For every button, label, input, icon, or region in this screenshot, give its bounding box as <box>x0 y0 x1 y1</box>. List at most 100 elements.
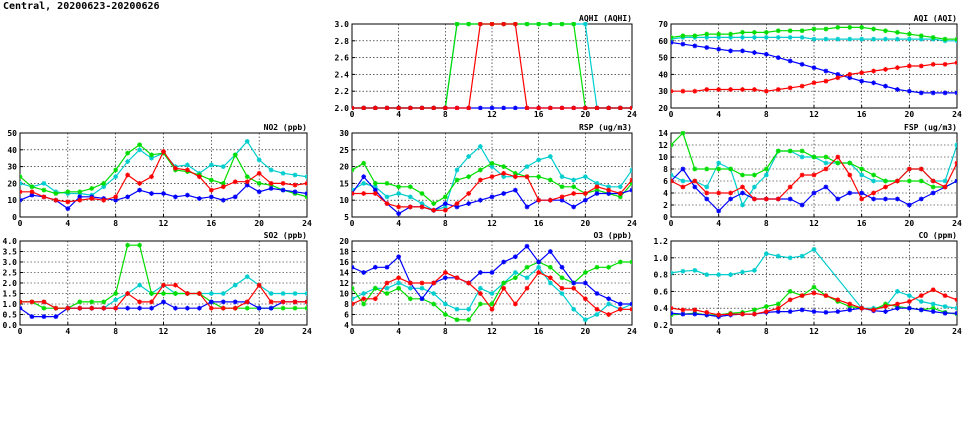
data-point-red <box>847 72 853 77</box>
data-point-green <box>895 30 900 35</box>
data-point-cyan <box>559 291 565 296</box>
x-tick-label: 0 <box>350 219 355 228</box>
data-point-red <box>161 282 166 288</box>
data-point-blue <box>442 201 448 206</box>
data-point-red <box>716 190 722 196</box>
data-point-red <box>185 167 190 173</box>
data-point-green <box>692 166 698 172</box>
data-point-cyan <box>671 172 674 178</box>
x-tick-label: 24 <box>302 219 312 228</box>
y-tick-label: 20 <box>7 179 17 188</box>
data-point-red <box>728 311 733 317</box>
x-tick-label: 16 <box>534 327 544 336</box>
data-point-green <box>930 35 936 40</box>
data-point-cyan <box>536 157 542 163</box>
y-tick-label: 5 <box>344 213 349 222</box>
data-point-green <box>407 296 413 302</box>
x-tick-label: 8 <box>443 219 448 228</box>
data-point-blue <box>859 78 865 84</box>
data-point-blue <box>895 305 900 311</box>
data-point-red <box>431 207 437 213</box>
data-point-blue <box>582 280 588 286</box>
data-point-blue <box>775 309 781 314</box>
x-tick-label: 20 <box>254 327 264 336</box>
data-point-green <box>454 22 460 27</box>
data-point-blue <box>477 197 483 203</box>
data-point-red <box>954 297 957 303</box>
data-point-cyan <box>41 181 47 186</box>
data-point-red <box>775 196 781 202</box>
series-group <box>20 139 307 211</box>
data-point-blue <box>268 186 274 191</box>
data-point-red <box>847 301 853 307</box>
data-point-green <box>799 28 805 34</box>
data-point-red <box>716 312 722 318</box>
x-tick-label: 4 <box>716 110 721 119</box>
data-point-red <box>512 174 518 180</box>
data-point-red <box>582 191 588 196</box>
data-point-blue <box>680 166 686 172</box>
data-point-red <box>501 285 507 291</box>
x-tick-label: 20 <box>905 110 915 119</box>
data-point-red <box>547 275 553 281</box>
data-point-cyan <box>728 272 733 277</box>
data-point-green <box>716 31 722 37</box>
data-point-cyan <box>208 162 214 168</box>
data-point-cyan <box>372 184 378 190</box>
data-point-red <box>763 196 769 202</box>
data-point-green <box>372 285 378 291</box>
data-point-red <box>847 172 853 178</box>
data-point-blue <box>680 311 686 317</box>
y-tick-label: 2.8 <box>335 37 350 46</box>
data-point-cyan <box>559 174 565 180</box>
data-point-red <box>208 305 214 311</box>
data-point-red <box>752 87 757 92</box>
data-point-red <box>954 160 957 166</box>
y-tick-label: 10 <box>7 196 17 205</box>
data-point-blue <box>361 174 367 180</box>
data-point-red <box>512 22 518 27</box>
data-point-cyan <box>352 296 355 302</box>
x-tick-label: 12 <box>487 219 497 228</box>
data-point-red <box>671 305 674 311</box>
data-point-red <box>185 291 190 296</box>
data-point-green <box>582 270 588 275</box>
x-tick-label: 4 <box>396 327 401 336</box>
data-point-blue <box>185 192 190 198</box>
data-point-red <box>53 305 59 311</box>
data-point-red <box>372 105 378 110</box>
data-point-blue <box>859 190 865 196</box>
data-point-cyan <box>799 253 805 259</box>
x-tick-label: 20 <box>581 219 591 228</box>
data-point-green <box>883 178 888 184</box>
data-point-cyan <box>292 291 298 296</box>
data-point-red <box>606 312 612 317</box>
data-point-red <box>617 306 623 312</box>
data-point-red <box>835 75 841 81</box>
data-point-blue <box>20 197 23 203</box>
data-point-cyan <box>883 36 888 42</box>
data-point-red <box>716 87 722 92</box>
data-point-blue <box>847 75 853 81</box>
data-point-blue <box>954 178 957 184</box>
data-point-red <box>859 305 865 311</box>
y-tick-label: 30 <box>658 87 668 96</box>
data-point-red <box>466 191 472 196</box>
data-point-red <box>704 87 710 92</box>
data-point-blue <box>823 310 829 315</box>
data-point-green <box>680 33 686 39</box>
x-tick-label: 4 <box>716 327 721 336</box>
data-point-blue <box>930 90 936 96</box>
data-point-red <box>811 290 817 296</box>
y-tick-label: 16 <box>339 258 349 267</box>
data-point-green <box>220 181 226 186</box>
y-tick-label: 0 <box>663 213 668 222</box>
data-point-cyan <box>847 36 853 42</box>
data-point-red <box>930 178 936 184</box>
data-point-red <box>536 270 542 275</box>
data-point-green <box>431 301 437 307</box>
data-point-red <box>489 22 495 27</box>
data-point-red <box>220 184 226 190</box>
data-point-green <box>454 317 460 323</box>
chart-so2: 0 4 8 12 16 20 24 0.00.5 1.01.5 2.02.5 3.03.5 4.0 SO… <box>3 231 312 336</box>
